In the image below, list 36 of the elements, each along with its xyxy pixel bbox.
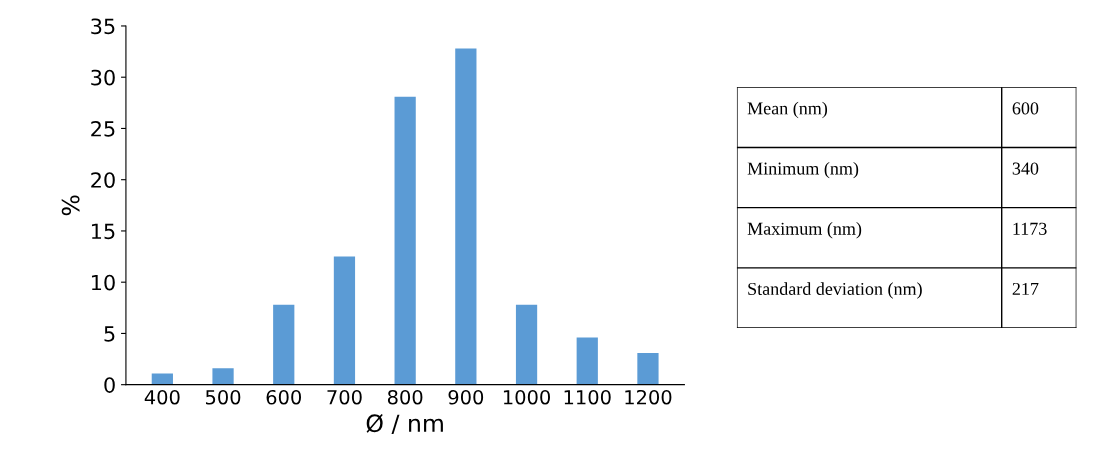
x-tick-label: 700 (327, 389, 362, 405)
bar (576, 337, 598, 385)
x-tick-label: 1200 (625, 389, 672, 405)
x-tick-label: 600 (266, 389, 302, 405)
x-axis-title: Ø / nm (366, 413, 443, 435)
text: 217 (1012, 282, 1039, 295)
y-tick-label: 10 (91, 274, 115, 291)
x-tick-label: 900 (448, 389, 484, 405)
y-axis-title: % (61, 195, 80, 216)
bar (455, 48, 477, 385)
text: 600 (1012, 102, 1039, 115)
text: 340 (1012, 162, 1039, 175)
bar (151, 373, 173, 385)
x-tick-label: 400 (144, 389, 180, 405)
bar (333, 256, 356, 385)
y-tick-label: 0 (104, 377, 115, 393)
bar (637, 352, 659, 385)
y-tick-label: 20 (91, 172, 115, 188)
y-tick-label: 35 (91, 18, 115, 35)
x-tick-label: 500 (205, 389, 241, 405)
text: Mean (nm) (747, 101, 828, 119)
x-tick-label: 800 (387, 389, 423, 405)
y-tick-label: 25 (91, 120, 115, 137)
x-tick-label: 1100 (564, 389, 611, 405)
x-tick-label: 1000 (503, 389, 550, 405)
y-tick-label: 15 (91, 223, 115, 240)
text: Minimum (nm) (747, 161, 859, 179)
text: Maximum (nm) (747, 222, 862, 239)
text: Standard deviation (nm) (748, 282, 922, 299)
bar (515, 304, 538, 385)
bar (394, 96, 416, 385)
bar (212, 368, 234, 385)
bar (273, 304, 295, 385)
text: 1173 (1013, 222, 1047, 235)
y-tick-label: 5 (104, 326, 115, 342)
y-tick-label: 30 (91, 69, 115, 86)
